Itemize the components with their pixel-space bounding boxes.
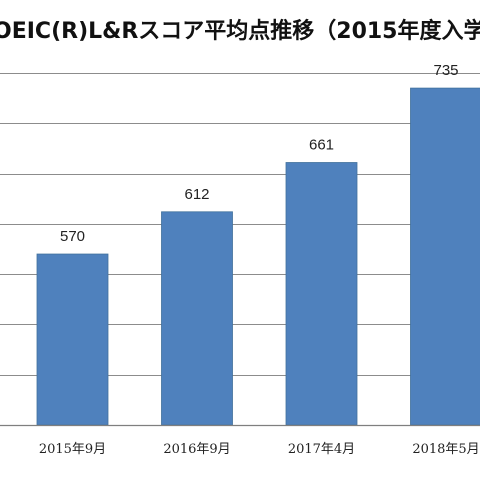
data-label-2: 661	[309, 137, 334, 154]
x-tick-label-0: 2015年9月	[39, 442, 106, 457]
data-labels: 570 612 661 735	[60, 62, 459, 245]
bar-0	[36, 253, 109, 426]
data-label-3: 735	[433, 62, 458, 79]
data-label-1: 612	[184, 186, 209, 203]
chart-title: TOEIC(R)L&Rスコア平均点推移（2015年度入学生	[0, 18, 480, 44]
bar-2	[285, 162, 358, 426]
data-label-0: 570	[60, 228, 85, 245]
bar-3	[410, 87, 480, 426]
bars	[36, 87, 480, 426]
x-tick-label-2: 2017年4月	[288, 442, 355, 457]
x-tick-label-3: 2018年5月	[412, 442, 479, 457]
bar-1	[161, 211, 233, 426]
x-tick-label-1: 2016年9月	[163, 442, 230, 457]
x-tick-labels: 2015年9月 2016年9月 2017年4月 2018年5月	[39, 442, 480, 457]
